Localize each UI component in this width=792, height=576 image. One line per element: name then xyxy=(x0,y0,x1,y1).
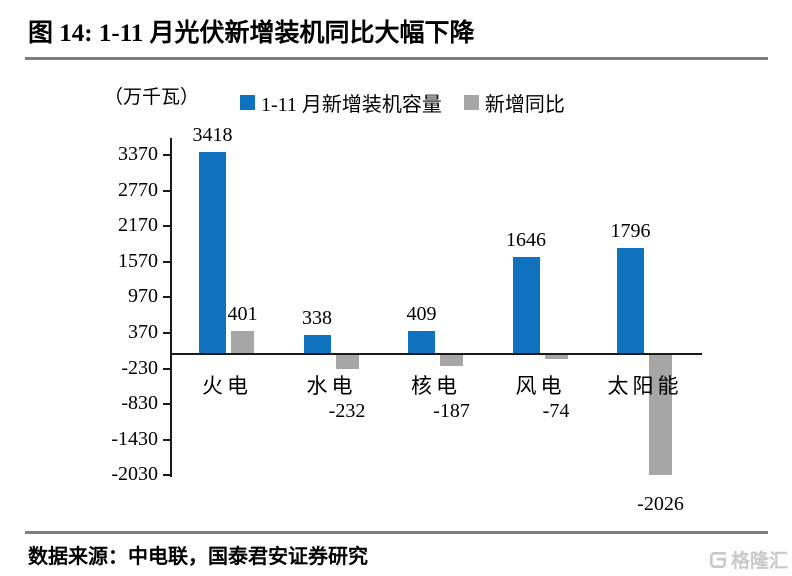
yoy-series-swatch xyxy=(463,95,479,110)
category-label-0: 火电 xyxy=(202,374,252,398)
y-tick-label--830: -830 xyxy=(121,392,158,415)
y-tick-mark-3370 xyxy=(163,154,171,157)
capacity-bar-0 xyxy=(199,152,226,355)
capacity-bar-1 xyxy=(303,334,331,355)
y-tick-label--2030: -2030 xyxy=(111,463,158,486)
yoy-value-label-0: 401 xyxy=(227,303,258,326)
legend-item-capacity: 1-11 月新增装机容量 xyxy=(240,88,442,117)
yoy-value-label-2: -187 xyxy=(433,400,470,422)
y-tick-mark-370 xyxy=(163,332,171,335)
y-tick-label-2770: 2770 xyxy=(118,178,158,201)
figure-title: 图 14: 1-11 月光伏新增装机同比大幅下降 xyxy=(28,20,475,47)
y-tick-label-2170: 2170 xyxy=(118,214,158,237)
yoy-value-label-1: -232 xyxy=(328,400,366,422)
category-label-2: 核电 xyxy=(411,374,461,398)
y-tick-mark--830 xyxy=(163,403,171,406)
y-tick-label-1570: 1570 xyxy=(118,249,158,272)
capacity-value-label-0: 3418 xyxy=(192,124,233,147)
yoy-value-label-4: -2026 xyxy=(637,493,684,516)
y-tick-mark--2030 xyxy=(163,474,171,477)
y-tick-mark-2170 xyxy=(163,225,171,228)
yoy-bar-3 xyxy=(544,355,568,360)
y-tick-mark--230 xyxy=(163,367,171,370)
capacity-bar-4 xyxy=(617,248,644,355)
capacity-value-label-3: 1646 xyxy=(506,229,546,252)
gelonghui-logo-icon xyxy=(708,550,728,570)
yoy-bar-4 xyxy=(649,355,672,476)
y-axis-unit-label: （万千瓦） xyxy=(104,87,200,108)
gelonghui-watermark: 格隆汇 xyxy=(708,546,788,573)
category-label-3: 风电 xyxy=(515,374,566,398)
capacity-value-label-4: 1796 xyxy=(610,220,651,243)
y-tick-mark-1570 xyxy=(163,260,171,263)
x-axis-line xyxy=(170,353,702,355)
y-tick-mark-2770 xyxy=(163,189,171,192)
y-tick-mark-970 xyxy=(163,296,171,299)
yoy-bar-1 xyxy=(335,355,359,369)
legend-label-capacity: 1-11 月新增装机容量 xyxy=(261,94,442,116)
y-tick-label-3370: 3370 xyxy=(118,143,158,166)
yoy-bar-2 xyxy=(440,355,463,367)
y-tick-mark--1430 xyxy=(163,438,171,441)
watermark-text: 格隆汇 xyxy=(731,551,789,572)
capacity-bar-3 xyxy=(512,257,540,355)
y-axis-line xyxy=(170,138,172,477)
y-tick-label--230: -230 xyxy=(121,356,158,379)
yoy-value-label-3: -74 xyxy=(542,400,570,422)
title-divider xyxy=(25,57,768,60)
category-label-4: 太阳能 xyxy=(607,374,683,398)
y-tick-label--1430: -1430 xyxy=(111,427,158,450)
capacity-value-label-2: 409 xyxy=(406,302,437,325)
footer-divider xyxy=(25,531,768,534)
capacity-value-label-1: 338 xyxy=(302,306,332,329)
source-note: 数据来源：中电联，国泰君安证券研究 xyxy=(28,546,368,568)
legend-item-yoy: 新增同比 xyxy=(463,88,565,117)
legend-label-yoy: 新增同比 xyxy=(484,94,565,116)
capacity-bar-2 xyxy=(408,330,435,355)
category-label-1: 水电 xyxy=(306,374,357,398)
capacity-series-swatch xyxy=(240,95,255,110)
y-tick-label-970: 970 xyxy=(128,285,158,308)
legend: 1-11 月新增装机容量 新增同比 xyxy=(240,88,565,117)
y-tick-label-370: 370 xyxy=(128,321,158,344)
yoy-bar-0 xyxy=(231,331,254,355)
